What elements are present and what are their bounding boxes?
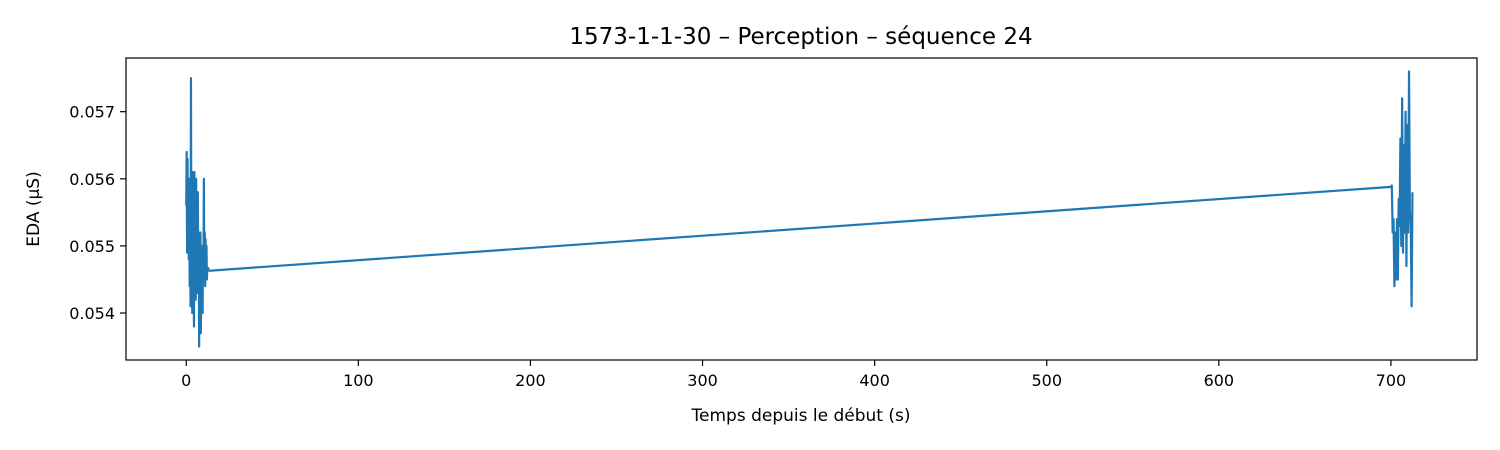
x-tick-label: 600 [1204, 371, 1235, 390]
x-axis-label: Temps depuis le début (s) [691, 406, 911, 426]
y-tick-label: 0.057 [69, 103, 115, 122]
y-axis: 0.054 0.055 0.056 0.057 [69, 103, 126, 323]
x-tick-label: 500 [1031, 371, 1062, 390]
chart-title: 1573-1-1-30 – Perception – séquence 24 [569, 24, 1032, 50]
x-tick-label: 200 [515, 371, 546, 390]
y-tick-label: 0.056 [69, 170, 115, 189]
x-tick-label: 700 [1376, 371, 1407, 390]
x-axis: 0 100 200 300 400 500 600 700 [181, 360, 1406, 390]
y-tick-label: 0.055 [69, 237, 115, 256]
y-tick-label: 0.054 [69, 304, 115, 323]
plot-area [185, 70, 1414, 348]
axes-frame [125, 57, 1478, 361]
x-tick-label: 0 [181, 371, 191, 390]
x-tick-label: 300 [687, 371, 718, 390]
eda-series-line [185, 70, 1414, 348]
x-tick-label: 400 [859, 371, 890, 390]
x-tick-label: 100 [343, 371, 374, 390]
y-axis-label: EDA (µS) [24, 171, 44, 246]
